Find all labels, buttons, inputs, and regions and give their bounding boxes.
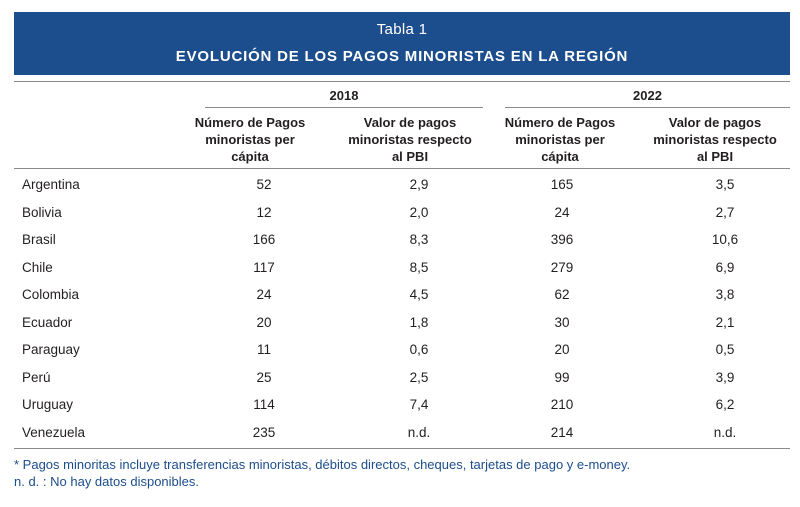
- value-cell: 2,7: [715, 204, 735, 220]
- value-cell: 166: [252, 232, 276, 247]
- value-cell: 8,5: [409, 259, 429, 275]
- table-row: Ecuador 20 1,8 30 2,1: [14, 308, 790, 336]
- value-cell: 6,9: [715, 259, 735, 275]
- value-cell: 165: [550, 177, 574, 192]
- column-header-num-pagos-2022: Número de Pagos minoristas per cápita: [504, 115, 616, 164]
- year-2022-rule: [505, 107, 790, 108]
- year-2018-header: 2018: [329, 88, 359, 103]
- table-title-bar: Tabla 1 EVOLUCIÓN DE LOS PAGOS MINORISTA…: [14, 12, 790, 75]
- value-cell: 24: [256, 287, 272, 302]
- value-cell: 1,8: [409, 314, 429, 330]
- table-label: Tabla 1: [376, 21, 428, 38]
- value-cell: 25: [256, 369, 272, 385]
- value-cell: 2,5: [409, 369, 429, 385]
- value-cell: 8,3: [409, 232, 429, 247]
- value-cell: 3,9: [715, 369, 735, 385]
- country-cell: Uruguay: [22, 397, 74, 412]
- value-cell: 6,2: [715, 397, 735, 412]
- table-row: Bolivia 12 2,0 24 2,7: [14, 198, 790, 226]
- table-row: Colombia 24 4,5 62 3,8: [14, 280, 790, 308]
- value-cell: 62: [554, 287, 570, 302]
- header-top-rule: [14, 81, 790, 82]
- footnotes: * Pagos minoritas incluye transferencias…: [14, 457, 630, 490]
- value-cell: 117: [253, 259, 275, 275]
- value-cell: 2,0: [409, 204, 429, 220]
- country-cell: Argentina: [22, 177, 80, 192]
- column-header-valor-pagos-2018: Valor de pagos minoristas respecto al PB…: [348, 115, 472, 164]
- value-cell: 20: [554, 342, 570, 357]
- value-cell: 24: [554, 204, 570, 220]
- value-cell: 20: [256, 314, 272, 330]
- value-cell: 214: [550, 424, 574, 440]
- year-2022-header: 2022: [633, 88, 662, 103]
- year-2018-rule: [205, 107, 483, 108]
- value-cell: 2,1: [715, 314, 735, 330]
- value-cell: 2,9: [409, 177, 429, 192]
- value-cell: 10,6: [711, 232, 739, 247]
- footnote-nd: n. d. : No hay datos disponibles.: [14, 473, 200, 489]
- value-cell: 0,5: [715, 342, 735, 357]
- country-cell: Venezuela: [22, 424, 86, 440]
- country-cell: Chile: [22, 259, 53, 275]
- value-cell: 7,4: [409, 397, 429, 412]
- value-cell: 99: [554, 369, 570, 385]
- value-cell: 279: [550, 259, 574, 275]
- column-header-num-pagos-2018: Número de Pagos minoristas per cápita: [194, 115, 306, 164]
- header-bottom-rule: [14, 168, 790, 169]
- value-cell: 396: [550, 232, 574, 247]
- value-cell: 4,5: [409, 287, 429, 302]
- table-row: Chile 117 8,5 279 6,9: [14, 253, 790, 281]
- table-body: Argentina 52 2,9 165 3,5 Bolivia 12 2,0 …: [14, 170, 790, 445]
- footnote-pagos: * Pagos minoritas incluye transferencias…: [14, 457, 631, 472]
- value-cell: 30: [554, 314, 570, 330]
- table-row: Brasil 166 8,3 396 10,6: [14, 225, 790, 253]
- country-cell: Perú: [22, 369, 51, 385]
- value-cell: 235: [252, 424, 276, 440]
- table-title: EVOLUCIÓN DE LOS PAGOS MINORISTAS EN LA …: [175, 48, 629, 65]
- value-cell: 114: [253, 397, 275, 412]
- table-row: Venezuela 235 n.d. 214 n.d.: [14, 418, 790, 446]
- value-cell: n.d.: [713, 424, 737, 440]
- country-cell: Paraguay: [22, 342, 80, 357]
- value-cell: n.d.: [407, 424, 431, 440]
- column-header-valor-pagos-2022: Valor de pagos minoristas respecto al PB…: [653, 115, 777, 164]
- country-cell: Colombia: [22, 287, 80, 302]
- country-cell: Ecuador: [22, 314, 73, 330]
- country-cell: Bolivia: [22, 204, 62, 220]
- table-row: Perú 25 2,5 99 3,9: [14, 363, 790, 391]
- value-cell: 0,6: [409, 342, 429, 357]
- country-cell: Brasil: [22, 232, 56, 247]
- table-row: Uruguay 114 7,4 210 6,2: [14, 390, 790, 418]
- value-cell: 3,8: [715, 287, 735, 302]
- value-cell: 3,5: [715, 177, 735, 192]
- table-row: Argentina 52 2,9 165 3,5: [14, 170, 790, 198]
- value-cell: 52: [256, 177, 272, 192]
- value-cell: 12: [256, 204, 272, 220]
- table-bottom-rule: [14, 448, 790, 449]
- table-row: Paraguay 11 0,6 20 0,5: [14, 335, 790, 363]
- value-cell: 210: [550, 397, 574, 412]
- value-cell: 11: [256, 342, 271, 357]
